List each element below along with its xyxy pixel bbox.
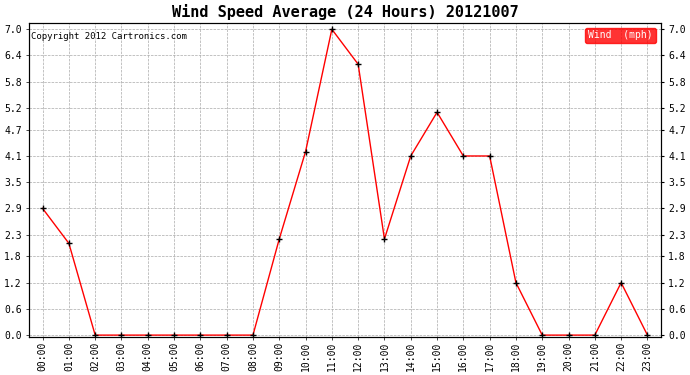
Text: Copyright 2012 Cartronics.com: Copyright 2012 Cartronics.com bbox=[30, 32, 186, 41]
Title: Wind Speed Average (24 Hours) 20121007: Wind Speed Average (24 Hours) 20121007 bbox=[172, 4, 518, 20]
Legend: Wind  (mph): Wind (mph) bbox=[585, 28, 656, 44]
